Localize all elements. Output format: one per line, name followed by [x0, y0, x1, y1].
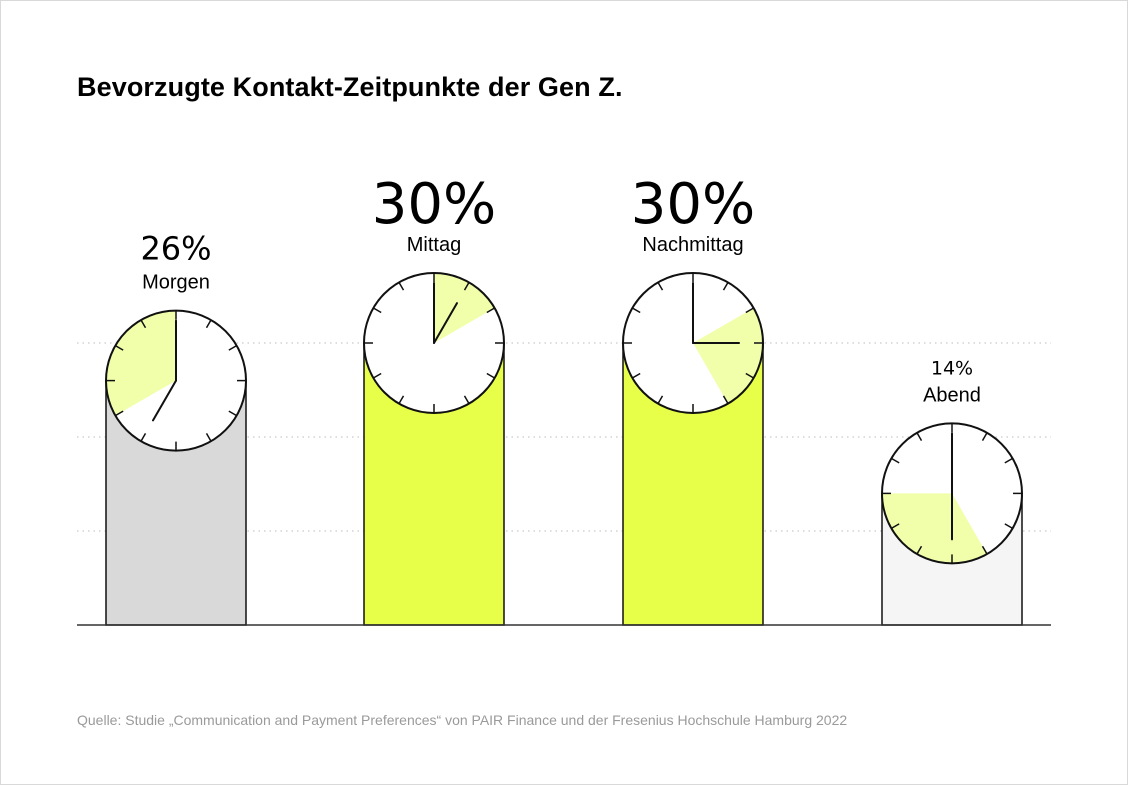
clock-tick: [463, 395, 470, 404]
clock-tick: [398, 282, 405, 291]
bar-group-nachmittag: 30%Nachmittag: [622, 172, 764, 626]
clock-tick: [632, 307, 641, 314]
clock-tick: [1004, 523, 1013, 530]
category-label: Morgen: [142, 272, 210, 294]
clock-tick: [228, 410, 237, 417]
clock-tick: [486, 372, 495, 379]
value-label: 14%: [931, 357, 973, 379]
clock-tick: [745, 307, 754, 314]
clock-tick: [632, 372, 641, 379]
clock-tick: [140, 319, 147, 329]
clock-tick: [205, 319, 212, 329]
clock-tick: [205, 433, 212, 442]
source-note: Quelle: Studie „Communication and Paymen…: [77, 712, 848, 728]
category-label: Mittag: [407, 234, 461, 256]
clock-tick: [722, 282, 729, 291]
value-label: 30%: [631, 172, 755, 237]
clock-tick: [228, 344, 237, 351]
clock-tick: [115, 410, 124, 417]
clock-tick: [745, 372, 754, 379]
clock-tick: [140, 433, 147, 442]
clock-tick: [916, 432, 923, 441]
clock-tick: [722, 395, 729, 404]
clock-tick: [463, 282, 470, 291]
clock-tick: [916, 545, 923, 555]
bar-group-mittag: 30%Mittag: [363, 172, 505, 626]
clock-tick: [891, 523, 900, 530]
clock-tick: [891, 457, 900, 464]
clock-tick: [486, 307, 495, 314]
clock-tick: [1004, 457, 1013, 464]
clock-tick: [981, 432, 988, 441]
clock-time-sector: [693, 308, 763, 404]
clock-time-sector: [882, 493, 987, 564]
chart-title: Bevorzugte Kontakt-Zeitpunkte der Gen Z.: [77, 72, 623, 102]
category-label: Abend: [923, 384, 981, 406]
clock-tick: [398, 395, 405, 404]
clock-tick: [657, 282, 664, 291]
value-label: 30%: [372, 172, 496, 237]
clock-tick: [373, 307, 382, 314]
bar-group-morgen: 26% Morgen: [105, 230, 247, 626]
clock-hour-hand: [152, 379, 177, 422]
clock-tick: [115, 344, 124, 351]
clock-hour-hand: [433, 302, 458, 344]
bar-group-abend: 14% Abend: [881, 357, 1023, 626]
clock-tick: [657, 395, 664, 404]
clock-tick: [373, 372, 382, 379]
value-label: 26%: [140, 230, 211, 268]
clock-time-sector: [106, 310, 176, 416]
category-label: Nachmittag: [642, 234, 743, 256]
clock-tick: [981, 545, 988, 555]
